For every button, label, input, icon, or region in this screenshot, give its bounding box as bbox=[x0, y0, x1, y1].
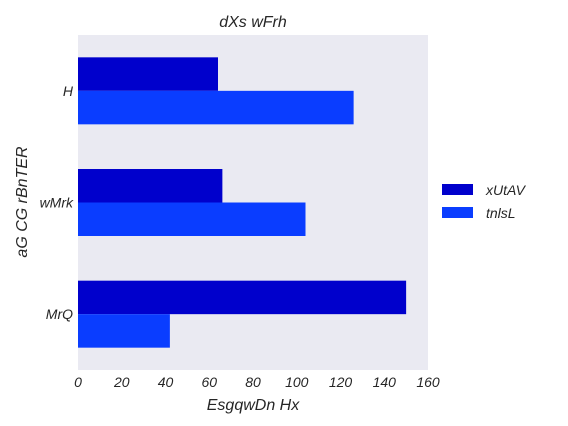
bar-tnlsL-wMrk bbox=[78, 202, 306, 236]
bar-tnlsL-MrQ bbox=[78, 314, 170, 348]
bar-tnlsL-H bbox=[78, 90, 354, 125]
x-tick-label: 60 bbox=[201, 374, 217, 390]
y-axis-label: aG CG rBnTER bbox=[14, 146, 31, 258]
x-tick-label: 100 bbox=[285, 374, 309, 390]
x-axis-label: EsgqwDn Hx bbox=[207, 397, 300, 414]
y-tick-label: wMrk bbox=[40, 195, 74, 211]
x-tick-labels: 0 20 40 60 80 100 120 140 160 bbox=[74, 374, 440, 390]
chart-title: dXs wFrh bbox=[219, 14, 287, 31]
bar-xUtAV-wMrk bbox=[78, 169, 223, 203]
x-tick-label: 120 bbox=[329, 374, 353, 390]
y-tick-label: H bbox=[63, 83, 74, 99]
legend-swatch-xUtAV bbox=[442, 184, 473, 195]
x-tick-label: 80 bbox=[245, 374, 261, 390]
bar-xUtAV-MrQ bbox=[78, 280, 407, 315]
x-tick-label: 160 bbox=[416, 374, 440, 390]
bars bbox=[78, 57, 407, 348]
legend-label-xUtAV: xUtAV bbox=[485, 182, 527, 198]
legend: xUtAV tnlsL bbox=[442, 182, 527, 221]
legend-swatch-tnlsL bbox=[442, 207, 473, 218]
bar-xUtAV-H bbox=[78, 57, 218, 91]
x-tick-label: 0 bbox=[74, 374, 82, 390]
x-tick-label: 40 bbox=[158, 374, 174, 390]
x-tick-label: 140 bbox=[373, 374, 397, 390]
y-tick-label: MrQ bbox=[46, 306, 73, 322]
x-tick-label: 20 bbox=[113, 374, 130, 390]
legend-label-tnlsL: tnlsL bbox=[486, 205, 516, 221]
